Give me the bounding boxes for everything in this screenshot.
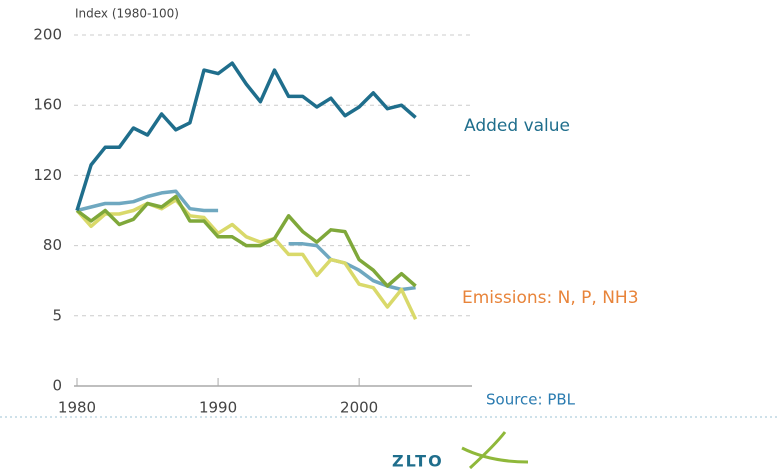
y-tick-label: 80 (43, 236, 62, 254)
x-tick-label: 1990 (199, 399, 237, 417)
y-tick-label: 120 (33, 166, 62, 184)
legend-label: Added value (464, 116, 570, 136)
x-tick-label: 1980 (58, 399, 96, 417)
annotation: Emissions: N, P, NH3 (462, 288, 639, 308)
source: Source: PBL (486, 391, 576, 409)
y-tick-label: 200 (33, 26, 62, 44)
y-tick-label: 5 (52, 306, 62, 324)
series-line (75, 194, 417, 288)
logo-mark (461, 431, 529, 470)
y-tick-label: 160 (33, 96, 62, 114)
series-line (75, 198, 418, 321)
y-axis-label: Index (1980-100) (75, 7, 179, 21)
x-tick-label: 2000 (340, 399, 378, 417)
series-line (76, 189, 416, 292)
logo: ZLTO (392, 452, 444, 471)
y-tick-label: 0 (52, 377, 62, 395)
series-line (75, 61, 417, 212)
